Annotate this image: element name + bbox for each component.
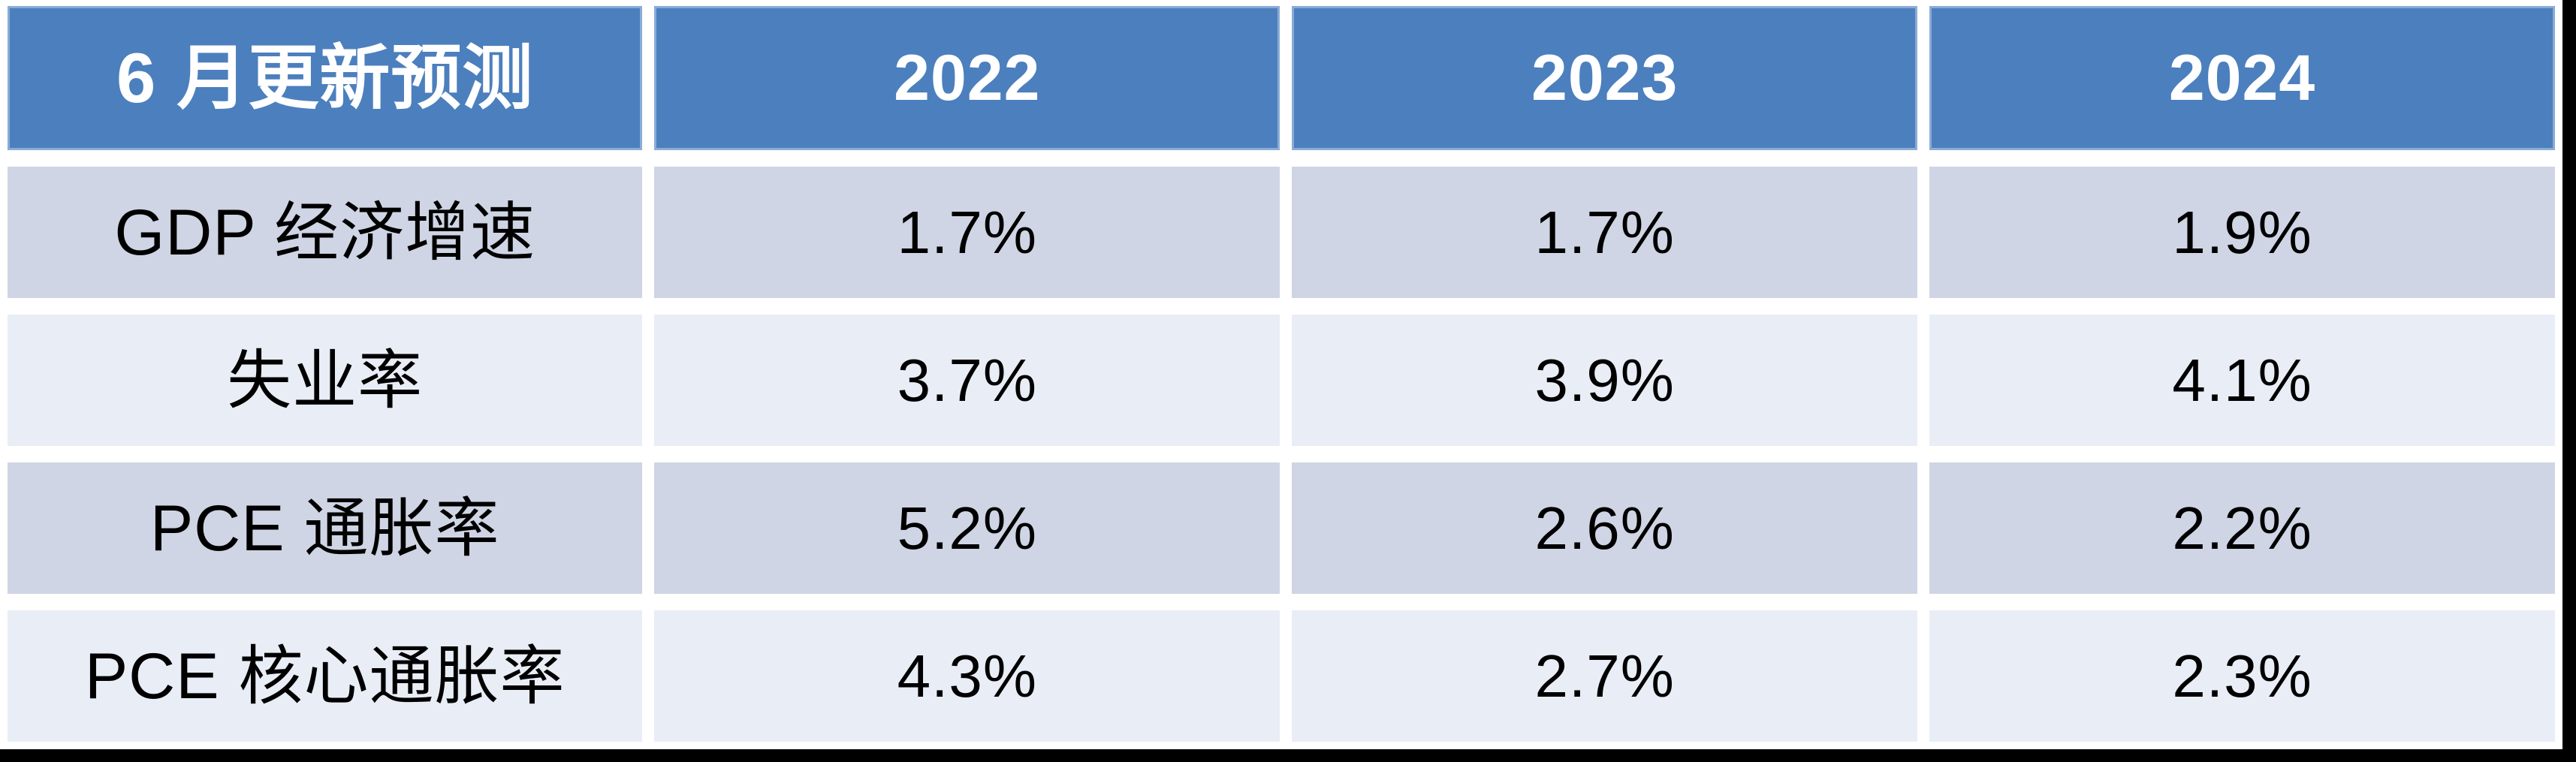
header-cell-year-2022: 2022	[654, 6, 1280, 151]
value-pce-inflation-2022: 5.2%	[654, 462, 1280, 595]
value-pce-inflation-2024: 2.2%	[1929, 462, 2555, 595]
row-label-pce-core-inflation: PCE 核心通胀率	[8, 610, 643, 742]
value-gdp-2024: 1.9%	[1929, 167, 2555, 299]
value-unemployment-2024: 4.1%	[1929, 315, 2555, 447]
value-pce-core-2024: 2.3%	[1929, 610, 2555, 742]
forecast-table-canvas: 6 月更新预测 2022 2023 2024 GDP 经济增速 1.7% 1.7…	[0, 0, 2562, 749]
header-cell-forecast-title: 6 月更新预测	[8, 6, 643, 151]
black-border-bottom	[0, 749, 2576, 762]
row-label-pce-inflation: PCE 通胀率	[8, 462, 643, 595]
header-cell-year-2023: 2023	[1292, 6, 1918, 151]
value-unemployment-2023: 3.9%	[1292, 315, 1918, 447]
value-pce-inflation-2023: 2.6%	[1292, 462, 1918, 595]
row-label-gdp-growth: GDP 经济增速	[8, 167, 643, 299]
value-gdp-2022: 1.7%	[654, 167, 1280, 299]
value-gdp-2023: 1.7%	[1292, 167, 1918, 299]
value-unemployment-2022: 3.7%	[654, 315, 1280, 447]
black-border-right	[2562, 0, 2576, 762]
forecast-table: 6 月更新预测 2022 2023 2024 GDP 经济增速 1.7% 1.7…	[8, 6, 2555, 742]
header-cell-year-2024: 2024	[1929, 6, 2555, 151]
value-pce-core-2023: 2.7%	[1292, 610, 1918, 742]
value-pce-core-2022: 4.3%	[654, 610, 1280, 742]
row-label-unemployment-rate: 失业率	[8, 315, 643, 447]
